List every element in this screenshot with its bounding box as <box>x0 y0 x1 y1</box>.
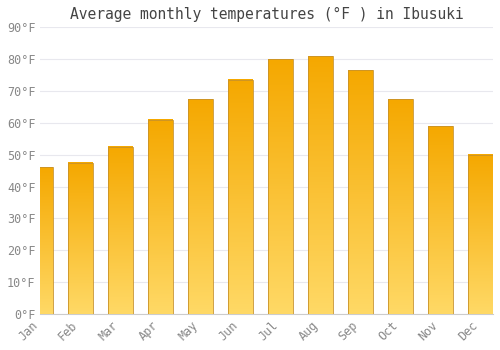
Bar <box>68 163 92 314</box>
Title: Average monthly temperatures (°F ) in Ibusuki: Average monthly temperatures (°F ) in Ib… <box>70 7 464 22</box>
Bar <box>188 99 213 314</box>
Bar <box>28 167 52 314</box>
Bar <box>348 70 373 314</box>
Bar <box>268 59 293 314</box>
Bar <box>428 126 453 314</box>
Bar <box>388 99 413 314</box>
Bar <box>468 155 493 314</box>
Bar <box>308 56 333 314</box>
Bar <box>148 120 173 314</box>
Bar <box>228 80 253 314</box>
Bar <box>108 147 133 314</box>
